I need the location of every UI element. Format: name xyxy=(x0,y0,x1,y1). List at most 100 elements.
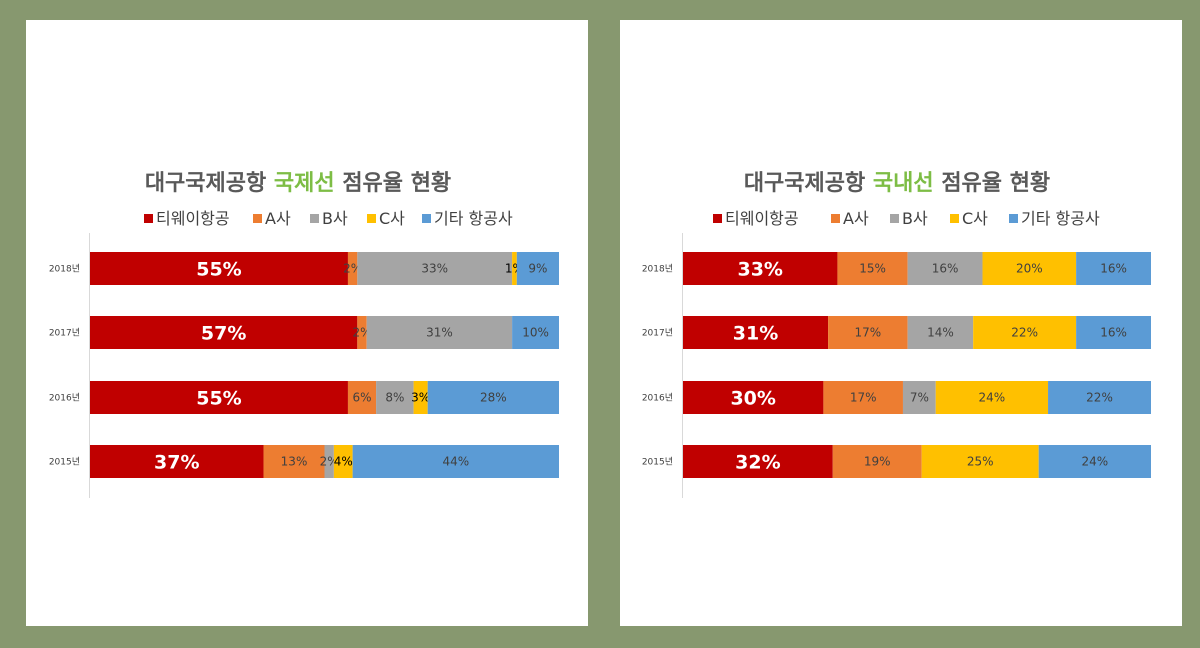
bar-segment xyxy=(413,381,428,414)
data-label: 6% xyxy=(352,391,371,405)
data-label: 30% xyxy=(730,388,775,410)
data-label: 57% xyxy=(201,323,246,345)
bar-segment xyxy=(347,381,377,414)
bar-segment xyxy=(324,445,334,478)
bar-segment xyxy=(90,445,264,478)
data-label: 55% xyxy=(196,259,241,281)
legend-swatch xyxy=(713,214,722,223)
legend-label: 티웨이항공 xyxy=(156,209,230,228)
category-label: 2018년 xyxy=(49,264,80,275)
legend-swatch xyxy=(422,214,431,223)
bar-segment xyxy=(333,445,353,478)
bar-segment xyxy=(263,445,325,478)
category-label: 2015년 xyxy=(49,457,80,468)
legend-swatch xyxy=(831,214,840,223)
bar-segment xyxy=(357,252,513,285)
data-label: 7% xyxy=(910,391,929,405)
bar-segment xyxy=(1048,381,1151,414)
bar-segment xyxy=(90,316,358,349)
bar-segment xyxy=(427,381,559,414)
bar-segment xyxy=(837,252,908,285)
legend-swatch xyxy=(890,214,899,223)
legend-label: C사 xyxy=(962,209,988,228)
bar-segment xyxy=(352,445,559,478)
bar-segment xyxy=(516,252,559,285)
legend-swatch xyxy=(310,214,319,223)
bar-segment xyxy=(1076,252,1151,285)
data-label: 22% xyxy=(1011,326,1038,340)
data-label: 24% xyxy=(1082,455,1109,469)
legend-label: A사 xyxy=(843,209,869,228)
category-label: 2018년 xyxy=(642,264,673,275)
bar-segment xyxy=(982,252,1077,285)
data-label: 31% xyxy=(426,326,453,340)
data-label: 32% xyxy=(735,452,780,474)
category-label: 2016년 xyxy=(642,393,673,404)
data-label: 33% xyxy=(737,259,782,281)
data-label: 37% xyxy=(154,452,199,474)
data-label: 33% xyxy=(421,262,448,276)
category-label: 2016년 xyxy=(49,393,80,404)
bar-segment xyxy=(1038,445,1151,478)
category-label: 2017년 xyxy=(642,328,673,339)
data-label: 3% xyxy=(411,391,430,405)
legend-label: 기타 항공사 xyxy=(434,209,513,228)
data-label: 9% xyxy=(528,262,547,276)
bar-segment xyxy=(347,252,358,285)
bar-segment xyxy=(823,381,903,414)
bar-segment xyxy=(832,445,922,478)
legend-label: C사 xyxy=(379,209,405,228)
data-label: 28% xyxy=(480,391,507,405)
bar-segment xyxy=(90,252,348,285)
data-label: 17% xyxy=(855,326,882,340)
data-label: 25% xyxy=(967,455,994,469)
bar-segment xyxy=(828,316,908,349)
bar-segment xyxy=(902,381,936,414)
chart-title: 대구국제공항 국제선 점유율 현황 xyxy=(145,171,451,196)
legend-label: 기타 항공사 xyxy=(1021,209,1100,228)
data-label: 14% xyxy=(927,326,954,340)
data-label: 20% xyxy=(1016,262,1043,276)
data-label: 16% xyxy=(932,262,959,276)
bar-segment xyxy=(973,316,1077,349)
chart-title: 대구국제공항 국내선 점유율 현황 xyxy=(744,171,1050,196)
bar-segment xyxy=(683,252,838,285)
data-label: 4% xyxy=(334,455,353,469)
category-label: 2015년 xyxy=(642,457,673,468)
data-label: 22% xyxy=(1086,391,1113,405)
data-label: 17% xyxy=(850,391,877,405)
legend-swatch xyxy=(1009,214,1018,223)
bar-segment xyxy=(90,381,348,414)
legend-label: B사 xyxy=(902,209,928,228)
data-label: 16% xyxy=(1100,326,1127,340)
data-label: 8% xyxy=(385,391,404,405)
bar-segment xyxy=(921,445,1039,478)
bar-segment xyxy=(512,252,517,285)
bar-segment xyxy=(683,316,829,349)
bar-segment xyxy=(512,316,559,349)
data-label: 15% xyxy=(859,262,886,276)
legend-swatch xyxy=(950,214,959,223)
legend-label: A사 xyxy=(265,209,291,228)
legend-label: B사 xyxy=(322,209,348,228)
bar-segment xyxy=(376,381,414,414)
bar-segment xyxy=(366,316,513,349)
bar-segment xyxy=(1076,316,1151,349)
legend-label: 티웨이항공 xyxy=(725,209,799,228)
bar-segment xyxy=(935,381,1049,414)
bar-segment xyxy=(907,316,974,349)
data-label: 19% xyxy=(864,455,891,469)
bar-segment xyxy=(683,381,824,414)
data-label: 24% xyxy=(979,391,1006,405)
legend-swatch xyxy=(144,214,153,223)
data-label: 16% xyxy=(1100,262,1127,276)
data-label: 55% xyxy=(196,388,241,410)
legend-swatch xyxy=(253,214,262,223)
data-label: 44% xyxy=(442,455,469,469)
data-label: 10% xyxy=(522,326,549,340)
bar-segment xyxy=(683,445,833,478)
legend-swatch xyxy=(367,214,376,223)
